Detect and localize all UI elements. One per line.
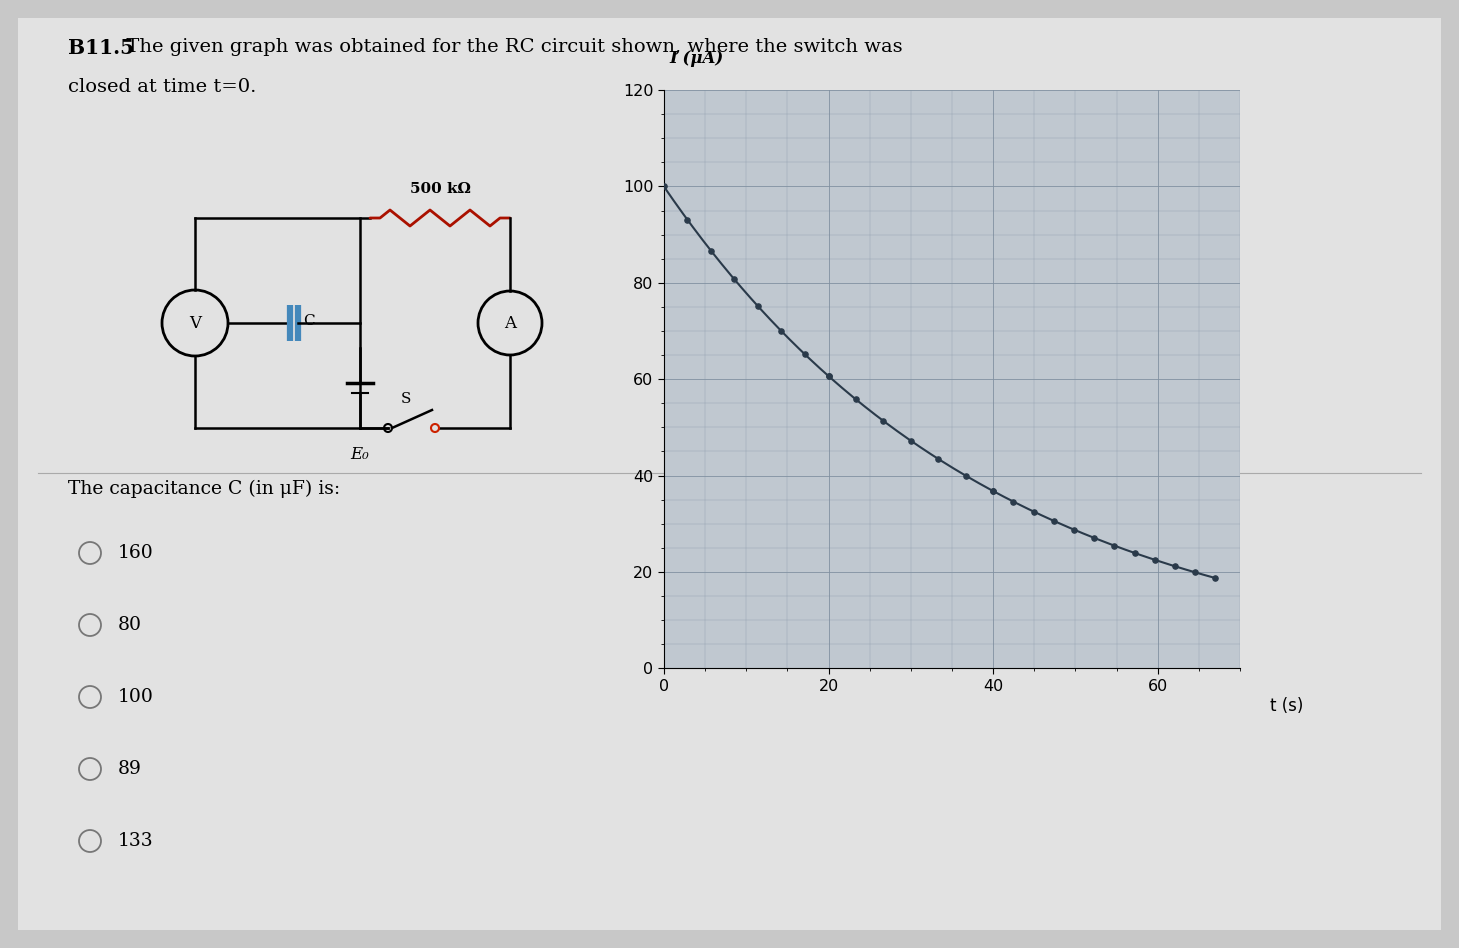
Text: S: S [401, 392, 411, 406]
Text: C: C [303, 314, 315, 328]
Point [1062, 522, 1085, 538]
Point [1204, 571, 1227, 586]
Point [954, 468, 978, 483]
Point [845, 392, 868, 407]
Point [1103, 538, 1126, 554]
Point [1021, 504, 1045, 520]
Point [652, 179, 676, 194]
Point [676, 212, 699, 228]
X-axis label: t (s): t (s) [1269, 698, 1303, 715]
Text: The given graph was obtained for the RC circuit shown, where the switch was: The given graph was obtained for the RC … [120, 38, 903, 56]
Text: B11.5: B11.5 [69, 38, 134, 58]
Point [899, 433, 922, 448]
Text: E₀: E₀ [350, 446, 369, 463]
Point [1042, 513, 1065, 528]
Point [1083, 530, 1106, 545]
Point [817, 369, 840, 384]
Text: 80: 80 [118, 616, 142, 634]
Point [871, 413, 894, 428]
Point [1144, 553, 1167, 568]
Point [926, 451, 950, 466]
Text: 89: 89 [118, 760, 142, 778]
Point [817, 369, 840, 384]
Point [982, 483, 1005, 499]
Text: 500 kΩ: 500 kΩ [410, 182, 470, 196]
Text: closed at time t=0.: closed at time t=0. [69, 78, 257, 96]
Text: 133: 133 [118, 832, 153, 850]
Point [1002, 494, 1026, 509]
Text: 100: 100 [118, 688, 153, 706]
Point [699, 243, 722, 258]
Point [1123, 545, 1147, 560]
Point [722, 272, 746, 287]
Point [794, 347, 817, 362]
FancyBboxPatch shape [18, 18, 1441, 930]
Point [770, 323, 794, 338]
Text: 160: 160 [118, 544, 153, 562]
Text: V: V [190, 315, 201, 332]
Point [1183, 565, 1207, 580]
Point [982, 483, 1005, 499]
Text: I (μA): I (μA) [670, 50, 724, 67]
Point [1163, 558, 1186, 574]
Text: The capacitance C (in μF) is:: The capacitance C (in μF) is: [69, 480, 340, 499]
Point [746, 299, 769, 314]
Text: A: A [503, 315, 516, 332]
